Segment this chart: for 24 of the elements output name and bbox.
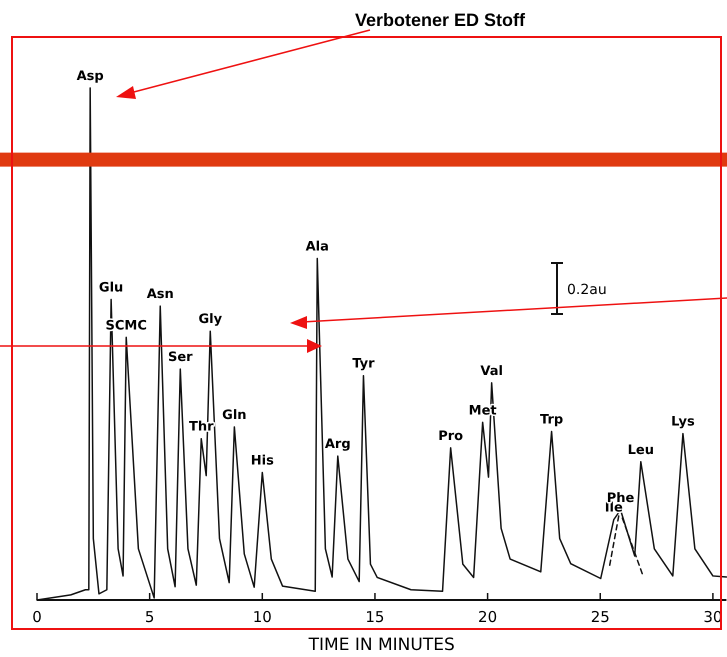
x-tick-label: 10 xyxy=(252,608,272,626)
x-tick-label: 5 xyxy=(144,608,154,626)
annotation: 0.2au xyxy=(567,282,607,298)
annotation: Leu xyxy=(628,442,654,458)
x-tick-label: 0 xyxy=(32,608,42,626)
x-tick-label: 20 xyxy=(478,608,498,626)
annotation: Glu xyxy=(98,280,124,296)
annotation: Val xyxy=(480,364,503,379)
x-tick-label: 15 xyxy=(365,608,384,626)
annotation: Lys xyxy=(671,414,695,430)
annotation: Tyr xyxy=(352,356,376,372)
annotation: Gln xyxy=(222,408,247,423)
x-axis-title: TIME IN MINUTES xyxy=(308,635,455,655)
annotation: Pro xyxy=(438,428,464,444)
annotation: Arg xyxy=(324,437,351,452)
annotation: Ser xyxy=(168,350,194,366)
annotation: Asp xyxy=(76,69,104,84)
annotation: Gly xyxy=(198,312,223,328)
annotation: His xyxy=(250,454,274,469)
annotation: Ala xyxy=(306,239,329,254)
annotation: Trp xyxy=(540,412,564,428)
x-tick-label: 25 xyxy=(590,608,610,626)
annotation: Asn xyxy=(146,287,174,302)
chart-title: Verbotener ED Stoff xyxy=(354,10,526,30)
